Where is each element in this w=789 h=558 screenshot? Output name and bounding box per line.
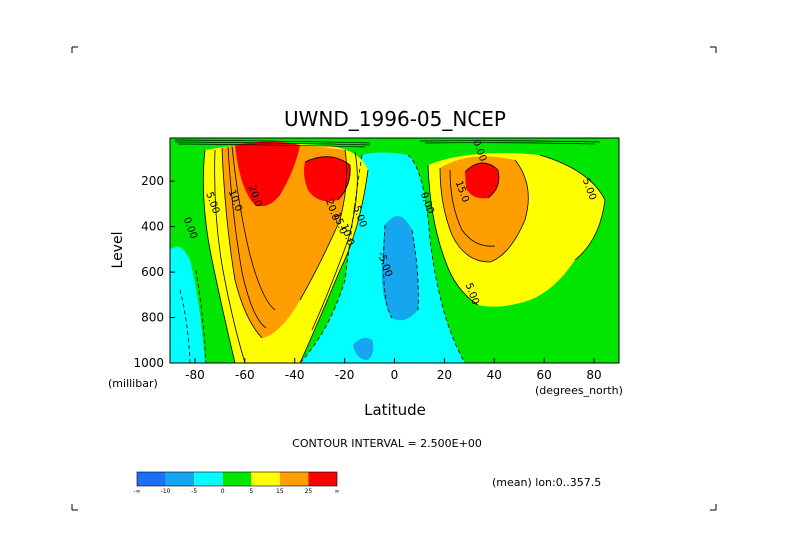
y-tick-label: 200	[141, 174, 164, 188]
legend-boundary-label: -5	[191, 488, 197, 495]
legend-boundary-label: 25	[305, 488, 313, 495]
legend-boundary-label: 5	[249, 488, 253, 495]
legend-boundary-label: -∞	[133, 488, 140, 495]
contour-lines	[202, 145, 606, 363]
y-tick-label: 1000	[133, 356, 164, 370]
plot-area	[170, 138, 619, 363]
y-tick-label: 800	[141, 311, 164, 325]
corner-marks	[71, 46, 717, 511]
legend-swatch	[308, 472, 337, 486]
x-tick-label: -20	[335, 368, 355, 382]
legend-boundary-label: ∞	[335, 488, 340, 495]
band-negative-core	[381, 216, 419, 321]
y-tick-label: 400	[141, 220, 164, 234]
x-tick-label: -80	[185, 368, 205, 382]
x-tick-label: 60	[537, 368, 552, 382]
legend-swatch	[165, 472, 195, 486]
x-tick-label: 20	[437, 368, 452, 382]
legend-boundary-label: 0	[221, 488, 225, 495]
band-red-nh	[465, 162, 499, 199]
band-red-sh-main	[235, 141, 300, 207]
band-negative-low-core	[353, 337, 374, 360]
top-contours	[174, 139, 601, 148]
legend-swatch	[222, 472, 252, 486]
legend-boundary-label: -10	[161, 488, 171, 495]
y-tick-label: 600	[141, 265, 164, 279]
x-axis: -80 -60 -40 -20 0 20 40 60 80	[185, 358, 602, 382]
legend-boundary-label: 15	[276, 488, 284, 495]
band-red-sh-core	[304, 156, 351, 202]
legend-frame	[136, 471, 338, 487]
x-tick-label: 0	[391, 368, 399, 382]
y-axis-units: (millibar)	[108, 377, 158, 390]
x-axis-units: (degrees_north)	[535, 384, 623, 397]
chart-title: UWND_1996-05_NCEP	[284, 107, 506, 131]
x-tick-label: -40	[285, 368, 305, 382]
y-axis: 200 400 600 800 1000	[133, 174, 175, 370]
x-tick-label: 40	[487, 368, 502, 382]
x-tick-label: 80	[586, 368, 601, 382]
legend-swatch	[279, 472, 309, 486]
mean-longitude-note: (mean) lon:0..357.5	[492, 476, 601, 489]
y-axis-label: Level	[110, 232, 126, 269]
color-legend: -∞ -10 -5 0 5 15 25 ∞	[133, 471, 340, 495]
x-axis-label: Latitude	[364, 401, 426, 419]
legend-swatch	[137, 472, 166, 486]
band-negative-sh-high-lat	[170, 246, 205, 363]
legend-swatch	[194, 472, 223, 486]
negative-contours	[179, 154, 466, 363]
contour-interval-note: CONTOUR INTERVAL = 2.500E+00	[292, 437, 482, 450]
x-tick-label: -60	[235, 368, 255, 382]
legend-swatch	[251, 472, 280, 486]
band-orange-nh	[440, 156, 529, 262]
